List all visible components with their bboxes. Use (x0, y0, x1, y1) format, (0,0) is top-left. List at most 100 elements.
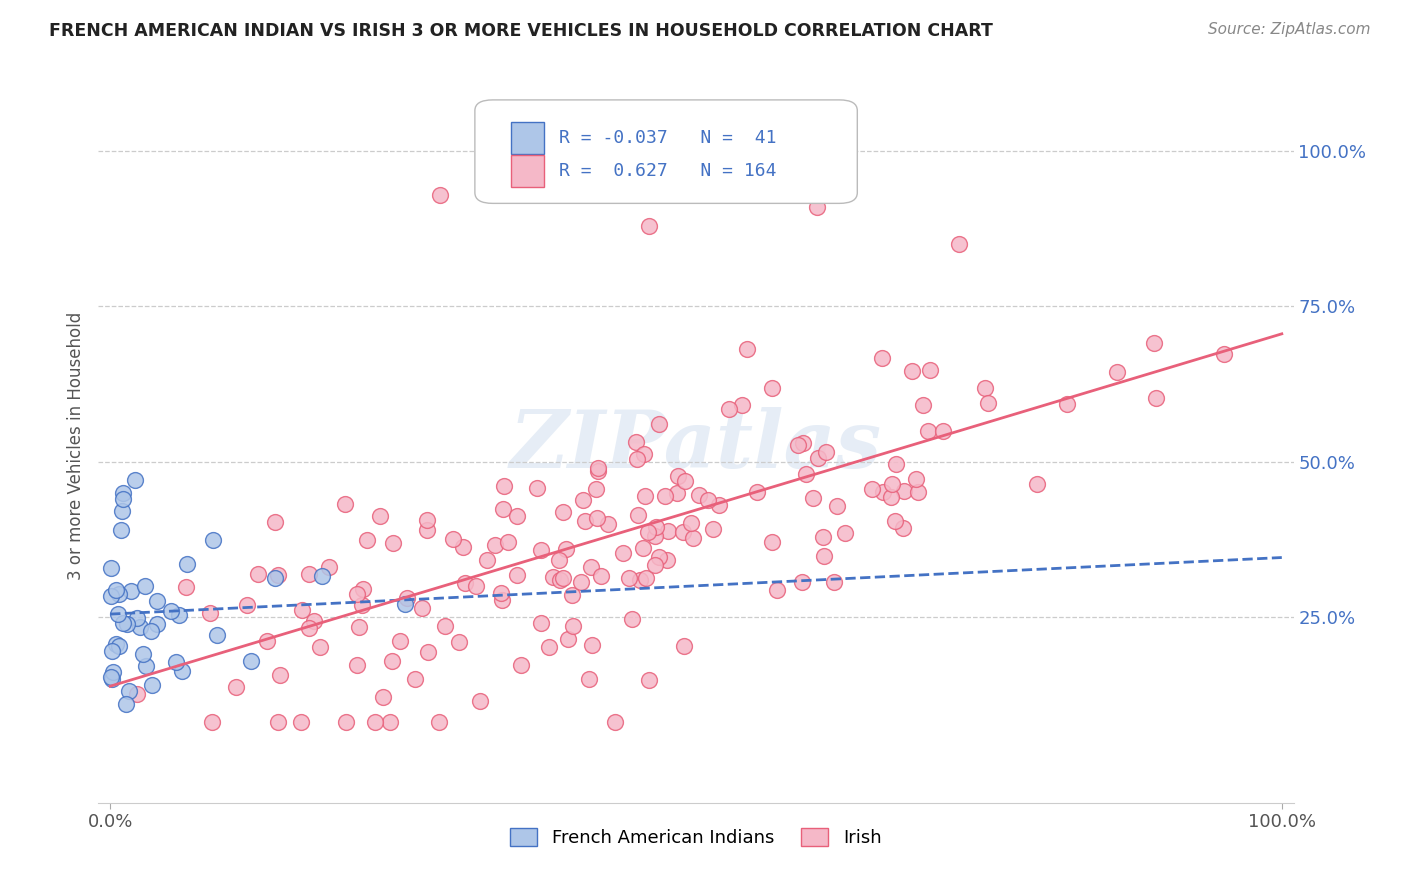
Point (633, 447, 655, 461)
Point (291, 602, 314, 616)
Point (256, 633, 278, 648)
Point (235, 598, 257, 612)
Point (298, 566, 321, 581)
Point (948, 237, 970, 252)
Point (633, 489, 655, 503)
Point (655, 552, 678, 566)
Point (491, 502, 513, 516)
Point (395, 591, 418, 605)
Point (917, 424, 939, 438)
Point (115, 697, 138, 711)
Point (298, 621, 321, 635)
Point (118, 684, 141, 698)
Point (735, 342, 758, 356)
Text: Source: ZipAtlas.com: Source: ZipAtlas.com (1208, 22, 1371, 37)
Point (648, 549, 671, 564)
Point (932, 424, 955, 438)
Point (790, 574, 813, 589)
Point (589, 568, 612, 582)
Point (901, 364, 924, 378)
Point (648, 417, 671, 432)
Point (893, 484, 915, 499)
Point (373, 690, 395, 704)
Text: R =  0.627   N = 164: R = 0.627 N = 164 (558, 162, 776, 180)
Point (596, 516, 619, 531)
Point (134, 579, 156, 593)
Point (132, 647, 155, 661)
Point (110, 523, 132, 537)
Point (907, 484, 929, 499)
Point (240, 655, 263, 669)
Text: R = -0.037   N =  41: R = -0.037 N = 41 (558, 128, 776, 146)
Point (489, 586, 512, 600)
Point (247, 567, 270, 582)
FancyBboxPatch shape (510, 121, 544, 153)
Text: ZIPatlas: ZIPatlas (510, 408, 882, 484)
Point (697, 492, 720, 507)
Point (108, 639, 131, 653)
Point (1056, 397, 1078, 411)
Point (167, 607, 190, 622)
Point (427, 715, 450, 730)
Point (529, 542, 551, 557)
Point (115, 617, 138, 632)
Point (356, 533, 378, 548)
Point (308, 640, 330, 654)
Point (815, 444, 838, 458)
Point (225, 681, 247, 695)
Point (104, 583, 127, 598)
Point (681, 516, 703, 530)
Point (201, 715, 224, 730)
Point (619, 571, 641, 585)
Point (579, 560, 602, 574)
Point (491, 593, 513, 607)
Point (111, 491, 134, 506)
Point (139, 624, 162, 638)
Point (107, 607, 129, 622)
Point (548, 573, 571, 587)
Point (834, 526, 856, 541)
Point (382, 535, 405, 549)
Point (561, 588, 583, 602)
Point (761, 381, 783, 395)
Point (100, 643, 122, 657)
Point (416, 523, 439, 537)
Point (418, 645, 440, 659)
Point (574, 514, 596, 528)
Point (1143, 336, 1166, 351)
Point (165, 655, 187, 669)
Point (124, 473, 146, 487)
Point (872, 485, 894, 500)
Point (318, 559, 340, 574)
Point (333, 497, 356, 511)
Point (638, 673, 661, 688)
Point (170, 664, 193, 678)
Point (120, 583, 142, 598)
Point (346, 658, 368, 673)
Point (129, 620, 152, 634)
Point (346, 586, 368, 600)
Point (352, 582, 374, 596)
Point (505, 568, 527, 582)
Point (585, 511, 607, 525)
Point (349, 620, 371, 634)
Point (335, 714, 357, 729)
Point (612, 546, 634, 560)
Point (145, 594, 167, 608)
Point (977, 395, 1000, 409)
Point (554, 541, 576, 556)
Point (904, 471, 927, 485)
Point (263, 571, 285, 585)
Point (176, 580, 198, 594)
Point (267, 568, 290, 582)
Point (541, 570, 564, 584)
Point (496, 534, 519, 549)
Point (205, 628, 228, 642)
Point (416, 513, 439, 527)
Point (794, 467, 817, 482)
Point (823, 575, 845, 590)
Point (572, 493, 595, 508)
Point (475, 552, 498, 566)
Point (100, 590, 122, 604)
FancyBboxPatch shape (475, 100, 858, 203)
